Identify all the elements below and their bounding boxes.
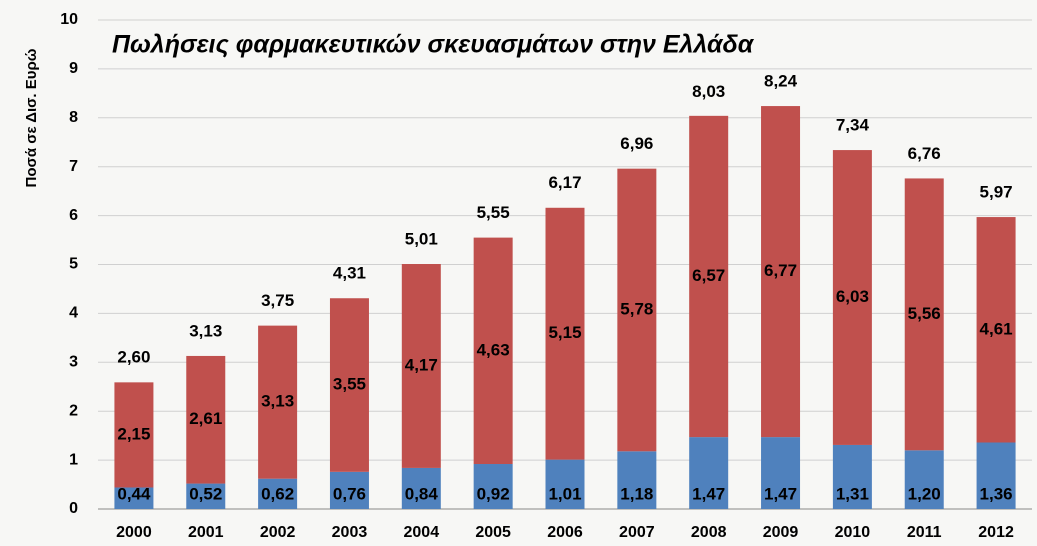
y-tick-label: 8	[69, 109, 78, 126]
data-label: 3,13	[261, 392, 294, 411]
y-axis-label: Ποσά σε Δισ. Ευρώ	[23, 48, 40, 187]
total-label: 6,17	[548, 173, 581, 192]
data-label: 6,03	[836, 287, 869, 306]
data-label: 6,77	[764, 261, 797, 280]
bar-segment	[761, 437, 801, 509]
data-label: 5,56	[908, 304, 941, 323]
bar-segment	[401, 264, 441, 468]
bar-segment	[904, 450, 944, 509]
bar-segment	[689, 437, 729, 509]
chart-title: Πωλήσεις φαρμακευτικών σκευασμάτων στην …	[112, 31, 755, 59]
data-label: 1,36	[980, 484, 1013, 503]
bar-segment	[114, 382, 154, 488]
data-label: 1,18	[620, 484, 653, 503]
bar-segment	[329, 298, 369, 472]
bar-segment	[186, 483, 226, 509]
x-tick-label: 2004	[404, 524, 440, 541]
bar-segment	[258, 325, 298, 479]
bar-segment	[258, 478, 298, 509]
bar-segment	[832, 150, 872, 445]
data-label: 0,52	[189, 484, 222, 503]
bar-segment	[473, 464, 513, 509]
total-label: 8,03	[692, 82, 725, 101]
total-label: 2,60	[117, 347, 150, 366]
x-tick-label: 2012	[978, 524, 1014, 541]
x-tick-label: 2011	[907, 524, 942, 541]
data-label: 2,61	[189, 409, 222, 428]
total-label: 8,24	[764, 72, 798, 91]
data-label: 1,20	[908, 484, 941, 503]
total-label: 5,55	[477, 203, 510, 222]
data-label: 1,01	[548, 484, 581, 503]
y-tick-label: 3	[69, 354, 78, 371]
data-label: 4,61	[980, 319, 1013, 338]
data-label: 1,31	[836, 484, 869, 503]
x-tick-label: 2003	[332, 524, 368, 541]
y-tick-label: 10	[60, 11, 78, 28]
y-tick-label: 0	[69, 500, 78, 517]
data-label: 4,17	[405, 355, 438, 374]
data-label: 5,15	[548, 323, 581, 342]
data-label: 0,62	[261, 484, 294, 503]
bar-segment	[689, 115, 729, 438]
x-tick-label: 2005	[475, 524, 511, 541]
x-tick-label: 2002	[260, 524, 296, 541]
data-label: 0,92	[477, 484, 510, 503]
total-label: 7,34	[836, 116, 870, 135]
data-label: 0,44	[117, 484, 151, 503]
data-label: 4,63	[477, 340, 510, 359]
total-label: 5,01	[405, 229, 438, 248]
total-label: 3,13	[189, 321, 222, 340]
bar-segment	[832, 444, 872, 509]
total-label: 4,31	[333, 264, 366, 283]
data-label: 1,47	[764, 484, 797, 503]
data-label: 5,78	[620, 299, 653, 318]
data-label: 3,55	[333, 375, 366, 394]
bar-segment	[186, 355, 226, 484]
data-label: 1,47	[692, 484, 725, 503]
data-label: 2,15	[117, 424, 150, 443]
x-tick-label: 2007	[619, 524, 655, 541]
y-tick-label: 9	[69, 60, 78, 77]
data-label: 6,57	[692, 266, 725, 285]
y-tick-label: 7	[69, 158, 78, 175]
data-label: 0,84	[405, 484, 439, 503]
bar-segment	[401, 467, 441, 509]
y-tick-label: 4	[69, 305, 78, 322]
bar-segment	[617, 168, 657, 452]
data-label: 0,76	[333, 484, 366, 503]
x-tick-label: 2010	[835, 524, 871, 541]
bar-segment	[976, 217, 1016, 443]
y-tick-label: 1	[69, 451, 78, 468]
bar-segment	[904, 178, 944, 451]
x-tick-label: 2000	[116, 524, 152, 541]
bar-segment	[761, 106, 801, 438]
total-label: 6,76	[908, 144, 941, 163]
x-tick-label: 2001	[188, 524, 224, 541]
bar-segment	[114, 487, 154, 509]
x-tick-label: 2008	[691, 524, 727, 541]
bar-segment	[976, 442, 1016, 509]
bar-segment	[329, 471, 369, 509]
y-tick-label: 6	[69, 207, 78, 224]
total-label: 3,75	[261, 291, 294, 310]
total-label: 5,97	[980, 183, 1013, 202]
x-tick-label: 2009	[763, 524, 799, 541]
bar-segment	[545, 207, 585, 460]
total-label: 6,96	[620, 134, 653, 153]
bar-segment	[545, 459, 585, 509]
y-tick-label: 5	[69, 256, 78, 273]
bar-segment	[473, 237, 513, 465]
bar-segment	[617, 451, 657, 509]
y-tick-label: 2	[69, 402, 78, 419]
x-tick-label: 2006	[547, 524, 583, 541]
